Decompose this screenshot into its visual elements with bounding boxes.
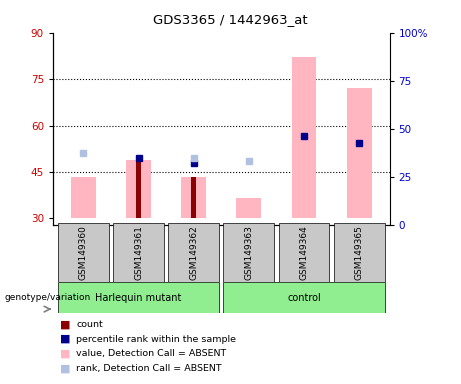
Bar xyxy=(126,160,151,218)
Bar xyxy=(191,177,196,218)
Text: GDS3365 / 1442963_at: GDS3365 / 1442963_at xyxy=(153,13,308,26)
Bar xyxy=(113,223,164,282)
Bar xyxy=(168,223,219,282)
Bar xyxy=(58,223,109,282)
Bar xyxy=(136,160,141,218)
Bar xyxy=(224,282,384,313)
Text: GSM149363: GSM149363 xyxy=(244,225,254,280)
Text: ■: ■ xyxy=(60,349,71,359)
Text: genotype/variation: genotype/variation xyxy=(5,293,91,302)
Bar xyxy=(292,58,316,218)
Text: ■: ■ xyxy=(60,334,71,344)
Text: rank, Detection Call = ABSENT: rank, Detection Call = ABSENT xyxy=(76,364,222,373)
Text: ■: ■ xyxy=(60,319,71,329)
Text: Harlequin mutant: Harlequin mutant xyxy=(95,293,182,303)
Text: count: count xyxy=(76,320,103,329)
Text: GSM149364: GSM149364 xyxy=(300,225,308,280)
Bar xyxy=(58,282,219,313)
Text: ■: ■ xyxy=(60,363,71,373)
Text: control: control xyxy=(287,293,321,303)
Bar xyxy=(347,88,372,218)
Bar xyxy=(71,177,96,218)
Text: GSM149362: GSM149362 xyxy=(189,225,198,280)
Text: GSM149365: GSM149365 xyxy=(355,225,364,280)
Text: percentile rank within the sample: percentile rank within the sample xyxy=(76,334,236,344)
Bar xyxy=(181,177,206,218)
Bar xyxy=(224,223,274,282)
Bar xyxy=(236,198,261,218)
Bar xyxy=(334,223,384,282)
Text: GSM149361: GSM149361 xyxy=(134,225,143,280)
Text: value, Detection Call = ABSENT: value, Detection Call = ABSENT xyxy=(76,349,226,358)
Bar xyxy=(278,223,330,282)
Text: GSM149360: GSM149360 xyxy=(79,225,88,280)
